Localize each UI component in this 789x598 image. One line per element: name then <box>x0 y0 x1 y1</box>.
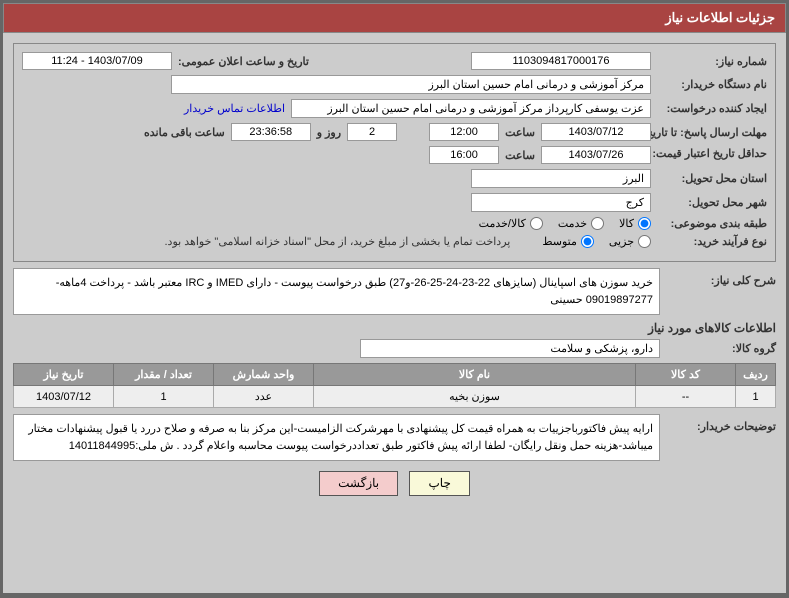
purchase-radio-group: جزیی متوسط <box>542 235 651 248</box>
announce-label: تاریخ و ساعت اعلان عمومی: <box>178 55 309 68</box>
back-button[interactable]: بازگشت <box>319 471 398 496</box>
main-desc-label: شرح کلی نیاز: <box>666 268 776 287</box>
days-remaining-field: 2 <box>347 123 397 141</box>
radio-goods[interactable] <box>638 217 651 230</box>
table-row: 1 -- سوزن بخیه عدد 1 1403/07/12 <box>14 386 776 408</box>
radio-minor[interactable] <box>638 235 651 248</box>
goods-section-title: اطلاعات کالاهای مورد نیاز <box>13 321 776 335</box>
row-purchase-type: نوع فرآیند خرید: جزیی متوسط پرداخت تمام … <box>22 235 767 248</box>
radio-service[interactable] <box>591 217 604 230</box>
deadline-label: مهلت ارسال پاسخ: تا تاریخ: <box>657 126 767 139</box>
buyer-notes-label: توضیحات خریدار: <box>666 414 776 433</box>
category-label: طبقه بندی موضوعی: <box>657 217 767 230</box>
th-name: نام کالا <box>314 364 636 386</box>
row-buyer-notes: توضیحات خریدار: ارایه پیش فاکتورباجزییات… <box>13 414 776 461</box>
row-need-number: شماره نیاز: 1103094817000176 تاریخ و ساع… <box>22 52 767 70</box>
city-field: کرج <box>471 193 651 212</box>
need-number-field: 1103094817000176 <box>471 52 651 70</box>
deadline-time-field: 12:00 <box>429 123 499 141</box>
row-requester: ایجاد کننده درخواست: عزت یوسفی کارپرداز … <box>22 99 767 118</box>
radio-goods-service-label[interactable]: کالا/خدمت <box>479 217 543 230</box>
button-bar: چاپ بازگشت <box>13 471 776 496</box>
radio-goods-label[interactable]: کالا <box>619 217 651 230</box>
row-validity: حداقل تاریخ اعتبار قیمت: تا تاریخ: 1403/… <box>22 146 767 164</box>
td-date: 1403/07/12 <box>14 386 114 408</box>
table-header-row: ردیف کد کالا نام کالا واحد شمارش تعداد /… <box>14 364 776 386</box>
purchase-note: پرداخت تمام یا بخشی از مبلغ خرید، از محل… <box>165 235 511 248</box>
need-number-label: شماره نیاز: <box>657 55 767 68</box>
row-goods-group: گروه کالا: دارو، پزشکی و سلامت <box>13 339 776 358</box>
province-label: استان محل تحویل: <box>657 172 767 185</box>
radio-medium-label[interactable]: متوسط <box>542 235 594 248</box>
buyer-contact-link[interactable]: اطلاعات تماس خریدار <box>184 102 285 115</box>
deadline-date-field: 1403/07/12 <box>541 123 651 141</box>
row-deadline: مهلت ارسال پاسخ: تا تاریخ: 1403/07/12 سا… <box>22 123 767 141</box>
td-row: 1 <box>736 386 776 408</box>
th-date: تاریخ نیاز <box>14 364 114 386</box>
td-qty: 1 <box>114 386 214 408</box>
row-main-desc: شرح کلی نیاز: خرید سوزن های اسپاینال (سا… <box>13 268 776 315</box>
td-code: -- <box>636 386 736 408</box>
goods-table: ردیف کد کالا نام کالا واحد شمارش تعداد /… <box>13 363 776 408</box>
purchase-type-label: نوع فرآیند خرید: <box>657 235 767 248</box>
category-radio-group: کالا خدمت کالا/خدمت <box>479 217 651 230</box>
th-unit: واحد شمارش <box>214 364 314 386</box>
buyer-org-field: مرکز آموزشی و درمانی امام حسین استان الب… <box>171 75 651 94</box>
main-desc-box: خرید سوزن های اسپاینال (سایزهای 22-23-24… <box>13 268 660 315</box>
page-header: جزئیات اطلاعات نیاز <box>3 3 786 33</box>
time-word-1: ساعت <box>505 126 535 139</box>
province-field: البرز <box>471 169 651 188</box>
time-word-2: ساعت <box>505 149 535 162</box>
announce-field: 1403/07/09 - 11:24 <box>22 52 172 70</box>
th-code: کد کالا <box>636 364 736 386</box>
page-title: جزئیات اطلاعات نیاز <box>665 10 775 25</box>
hours-remaining-field: 23:36:58 <box>231 123 311 141</box>
radio-service-label[interactable]: خدمت <box>558 217 604 230</box>
goods-group-field: دارو، پزشکی و سلامت <box>360 339 660 358</box>
days-word: روز و <box>317 126 341 139</box>
row-buyer-org: نام دستگاه خریدار: مرکز آموزشی و درمانی … <box>22 75 767 94</box>
content-area: شماره نیاز: 1103094817000176 تاریخ و ساع… <box>3 33 786 593</box>
buyer-notes-box: ارایه پیش فاکتورباجزییات به همراه قیمت ک… <box>13 414 660 461</box>
print-button[interactable]: چاپ <box>409 471 469 496</box>
th-row: ردیف <box>736 364 776 386</box>
td-name: سوزن بخیه <box>314 386 636 408</box>
outer-frame: جزئیات اطلاعات نیاز شماره نیاز: 11030948… <box>0 0 789 598</box>
validity-label: حداقل تاریخ اعتبار قیمت: تا تاریخ: <box>657 148 767 161</box>
validity-date-field: 1403/07/26 <box>541 146 651 164</box>
th-qty: تعداد / مقدار <box>114 364 214 386</box>
radio-medium[interactable] <box>581 235 594 248</box>
td-unit: عدد <box>214 386 314 408</box>
goods-group-label: گروه کالا: <box>666 342 776 355</box>
row-category: طبقه بندی موضوعی: کالا خدمت کالا/خدمت <box>22 217 767 230</box>
requester-field: عزت یوسفی کارپرداز مرکز آموزشی و درمانی … <box>291 99 651 118</box>
buyer-org-label: نام دستگاه خریدار: <box>657 78 767 91</box>
radio-minor-label[interactable]: جزیی <box>609 235 651 248</box>
row-province: استان محل تحویل: البرز <box>22 169 767 188</box>
validity-time-field: 16:00 <box>429 146 499 164</box>
row-city: شهر محل تحویل: کرج <box>22 193 767 212</box>
main-info-box: شماره نیاز: 1103094817000176 تاریخ و ساع… <box>13 43 776 262</box>
city-label: شهر محل تحویل: <box>657 196 767 209</box>
radio-goods-service[interactable] <box>530 217 543 230</box>
requester-label: ایجاد کننده درخواست: <box>657 102 767 115</box>
remaining-suffix: ساعت باقی مانده <box>144 126 225 139</box>
